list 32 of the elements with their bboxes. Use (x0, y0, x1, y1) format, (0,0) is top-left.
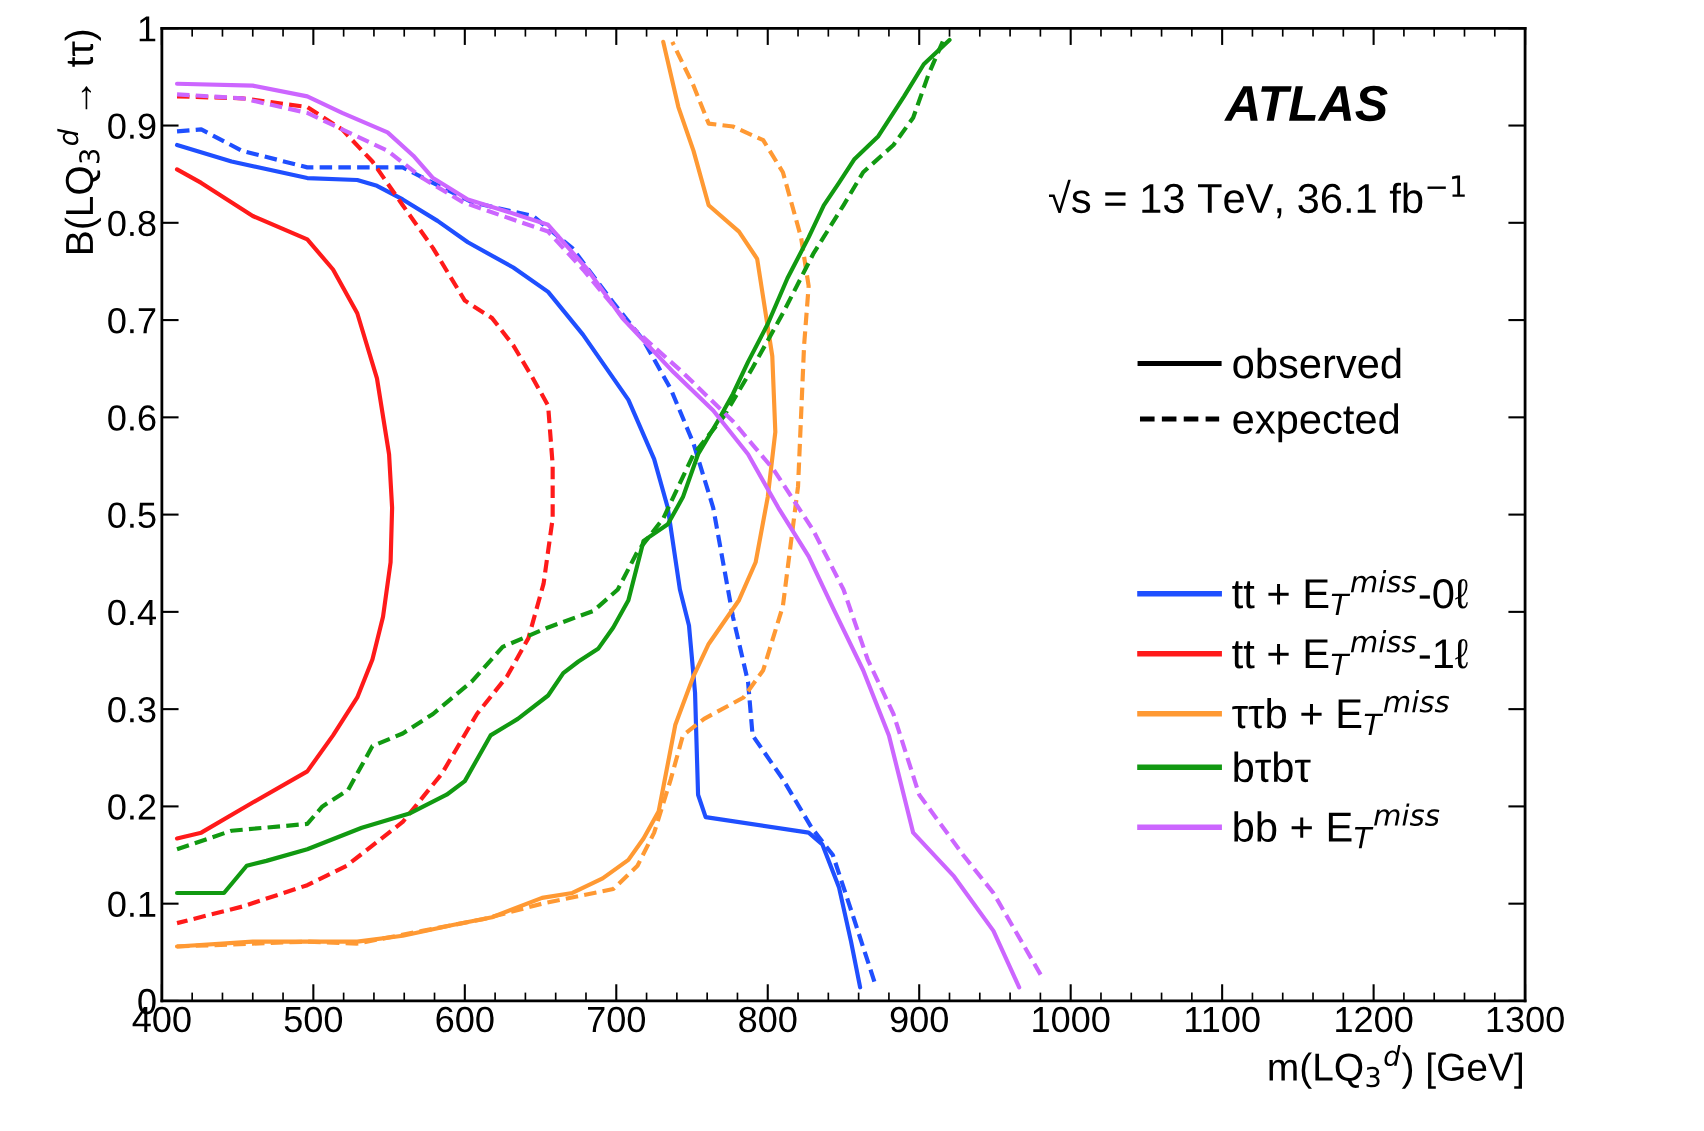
x-tick-label: 1100 (1186, 1006, 1260, 1033)
x-tick-label: 1300 (1487, 1006, 1564, 1033)
x-tick-label: 1000 (1033, 1006, 1110, 1033)
y-tick-label: 0.1 (108, 891, 156, 918)
legend-label: bb + E$_{T}$$^{miss}$ (1234, 803, 1440, 849)
y-tick-label: 0.9 (108, 113, 156, 139)
y-tick-label: 0.7 (108, 307, 156, 334)
legend-label: bτbτ (1234, 751, 1311, 783)
x-tick-label: 900 (890, 1006, 948, 1033)
y-tick-label: 0.2 (108, 794, 156, 820)
y-tick-label: 0.3 (108, 697, 156, 723)
line-series (174, 167, 395, 841)
annotation: √s = 13 TeV, 36.1 fb$^{−1}$ (1049, 175, 1465, 219)
y-tick-label: 1 (139, 16, 156, 42)
legend-label: tt + E$_{T}$$^{miss}$-0ℓ (1232, 570, 1468, 615)
y-tick-label: 0.4 (108, 599, 156, 626)
y-tick-label: 0.8 (108, 210, 156, 237)
x-tick-label: 500 (284, 1006, 343, 1033)
y-tick-label: 0.5 (108, 502, 156, 529)
annotation: expected (1233, 403, 1399, 443)
x-tick-label: 600 (436, 1006, 494, 1033)
line-series (174, 94, 555, 926)
y-tick-label: 0.6 (108, 405, 156, 431)
annotation: observed (1233, 347, 1401, 379)
legend-label: tt + E$_{T}$$^{miss}$-1ℓ (1232, 630, 1468, 675)
x-tick-label: 1200 (1336, 1006, 1413, 1033)
x-tick-label: 800 (739, 1006, 797, 1033)
legend-label: ττb + E$_{T}$$^{miss}$ (1232, 690, 1450, 735)
y-axis-title: B(LQ$_{3}$$^{d}$ → tτ) (57, 30, 101, 253)
annotation: ATLAS (1224, 85, 1388, 122)
x-tick-label: 700 (588, 1006, 645, 1033)
x-axis-title: m(LQ$_{3}$$^{d}$) [GeV] (1269, 1045, 1522, 1089)
